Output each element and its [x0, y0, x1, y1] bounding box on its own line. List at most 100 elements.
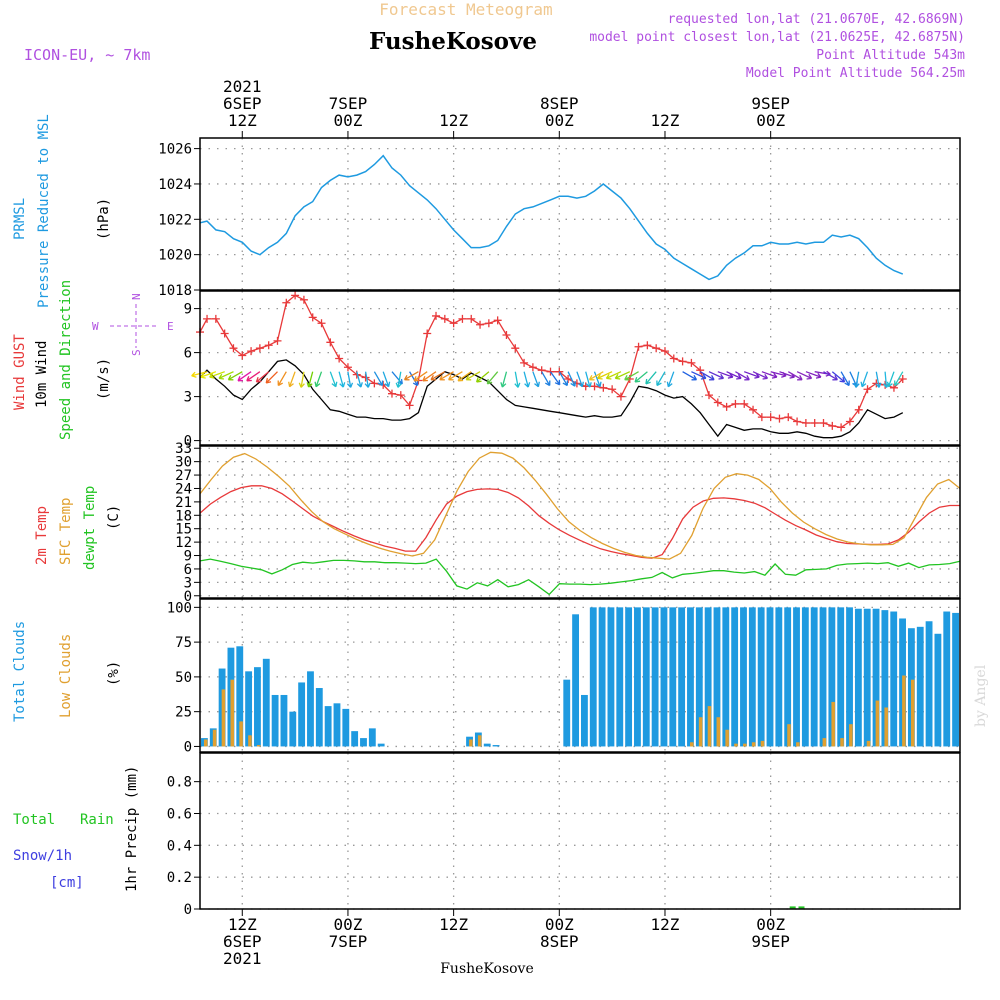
low-cloud-bar: [734, 743, 738, 747]
wind-arrow: [541, 371, 551, 387]
wind-arrow: [457, 371, 472, 382]
rain-bar: [798, 906, 805, 909]
compass-west: W: [92, 320, 99, 333]
gust-marker: [713, 398, 722, 407]
temp-unit: (C): [106, 505, 122, 530]
cloud-total-label: Total Clouds: [12, 621, 28, 722]
wind-arrow: [585, 371, 592, 388]
wind-unit: (m/s): [96, 358, 112, 400]
y-tick-label: 9: [184, 549, 192, 565]
wind-arrow: [403, 371, 419, 381]
precip-snow-unit: [cm]: [50, 875, 84, 891]
panel-frame: [199, 290, 961, 446]
total-cloud-bar: [872, 608, 880, 747]
low-cloud-bar: [239, 721, 243, 747]
wind-arrow: [523, 371, 531, 388]
wind-arrow: [486, 371, 499, 385]
time-label-bottom: 8SEP: [540, 932, 579, 951]
low-cloud-bar: [707, 706, 712, 747]
time-label-bottom: 12Z: [439, 915, 468, 934]
low-cloud-bar: [469, 739, 473, 747]
gust-marker: [837, 423, 846, 432]
wind-arrow: [395, 371, 402, 388]
model-altitude: Model Point Altitude 564.25m: [746, 66, 965, 81]
footer-station: FusheKosove: [440, 961, 534, 977]
wind-arrow: [382, 371, 391, 388]
compass-rose: N S W E: [92, 293, 174, 356]
wind-arrow: [752, 371, 769, 380]
total-cloud-bar: [925, 621, 933, 747]
time-label-top: 00Z: [545, 111, 574, 130]
low-cloud-bar: [477, 735, 482, 747]
y-tick-label: 0: [184, 902, 192, 918]
wind-arrow: [346, 371, 354, 388]
model-point: model point closest lon,lat (21.0625E, 4…: [589, 30, 965, 45]
panel-frame: [199, 752, 961, 910]
y-tick-label: 50: [175, 670, 192, 686]
total-cloud-bar: [687, 607, 694, 747]
y-tick-label: 0.2: [167, 870, 192, 886]
wind-arrow: [691, 371, 707, 380]
time-label-top: 00Z: [333, 111, 362, 130]
total-cloud-bar: [368, 728, 376, 747]
total-cloud-bar: [784, 607, 792, 747]
wind-direction-label: Speed and Direction: [58, 280, 74, 440]
y-tick-label: 21: [175, 495, 192, 511]
pressure-label-long: Pressure Reduced to MSL: [36, 114, 52, 308]
wind-arrow: [645, 371, 657, 385]
compass-east: E: [167, 320, 174, 333]
wind-arrow: [514, 371, 521, 388]
gust-marker: [696, 366, 705, 375]
precip-unit: 1hr Precip (mm): [124, 766, 140, 892]
wind-speed-line: [199, 359, 904, 439]
cloud-unit: (%): [106, 661, 122, 686]
model-name: ICON-EU, ~ 7km: [24, 46, 150, 64]
gust-marker: [898, 375, 907, 383]
wind-arrow: [840, 371, 850, 387]
gust-marker: [264, 341, 273, 350]
total-cloud-bar: [280, 694, 288, 747]
wind-arrow: [682, 371, 698, 381]
wind-arrow: [666, 371, 675, 388]
compass-south: S: [130, 349, 143, 356]
low-cloud-bar: [751, 742, 756, 747]
y-tick-label: 30: [175, 455, 192, 471]
gust-marker: [678, 357, 687, 366]
gust-marker: [387, 389, 396, 398]
pressure-line: [199, 154, 904, 281]
low-cloud-bar: [875, 700, 880, 747]
wind-arrow: [364, 371, 371, 388]
wind-arrow: [549, 371, 561, 386]
gust-marker: [608, 385, 617, 394]
meteogram-subtitle: Forecast Meteogram: [379, 0, 552, 19]
wind-arrow: [200, 371, 217, 379]
wind-arrow: [356, 371, 363, 388]
gust-marker: [203, 314, 212, 323]
temp-2m-label: 2m Temp: [34, 506, 50, 565]
wind-arrow: [288, 371, 296, 388]
gust-marker: [467, 314, 476, 323]
total-cloud-bar: [863, 608, 871, 747]
y-tick-label: 25: [175, 705, 192, 721]
low-cloud-bar: [690, 742, 694, 747]
total-cloud-bar: [775, 607, 783, 747]
gust-marker: [476, 320, 485, 329]
total-cloud-bar: [810, 607, 818, 747]
wind-arrow: [255, 371, 270, 383]
gust-marker: [458, 314, 467, 323]
time-label-top: 7SEP: [329, 94, 368, 113]
wind-arrow: [500, 371, 508, 388]
time-label-top: 8SEP: [540, 94, 579, 113]
total-cloud-bar: [589, 607, 597, 747]
total-cloud-bar: [722, 607, 730, 747]
total-cloud-bar: [616, 607, 624, 747]
gust-marker: [687, 358, 696, 367]
precip-rain-label: Rain: [80, 812, 114, 828]
gust-marker: [449, 319, 458, 328]
wind-arrow: [298, 371, 305, 388]
y-tick-label: 3: [184, 575, 192, 591]
pressure-unit: (hPa): [96, 198, 112, 240]
wind-arrow: [823, 371, 838, 381]
